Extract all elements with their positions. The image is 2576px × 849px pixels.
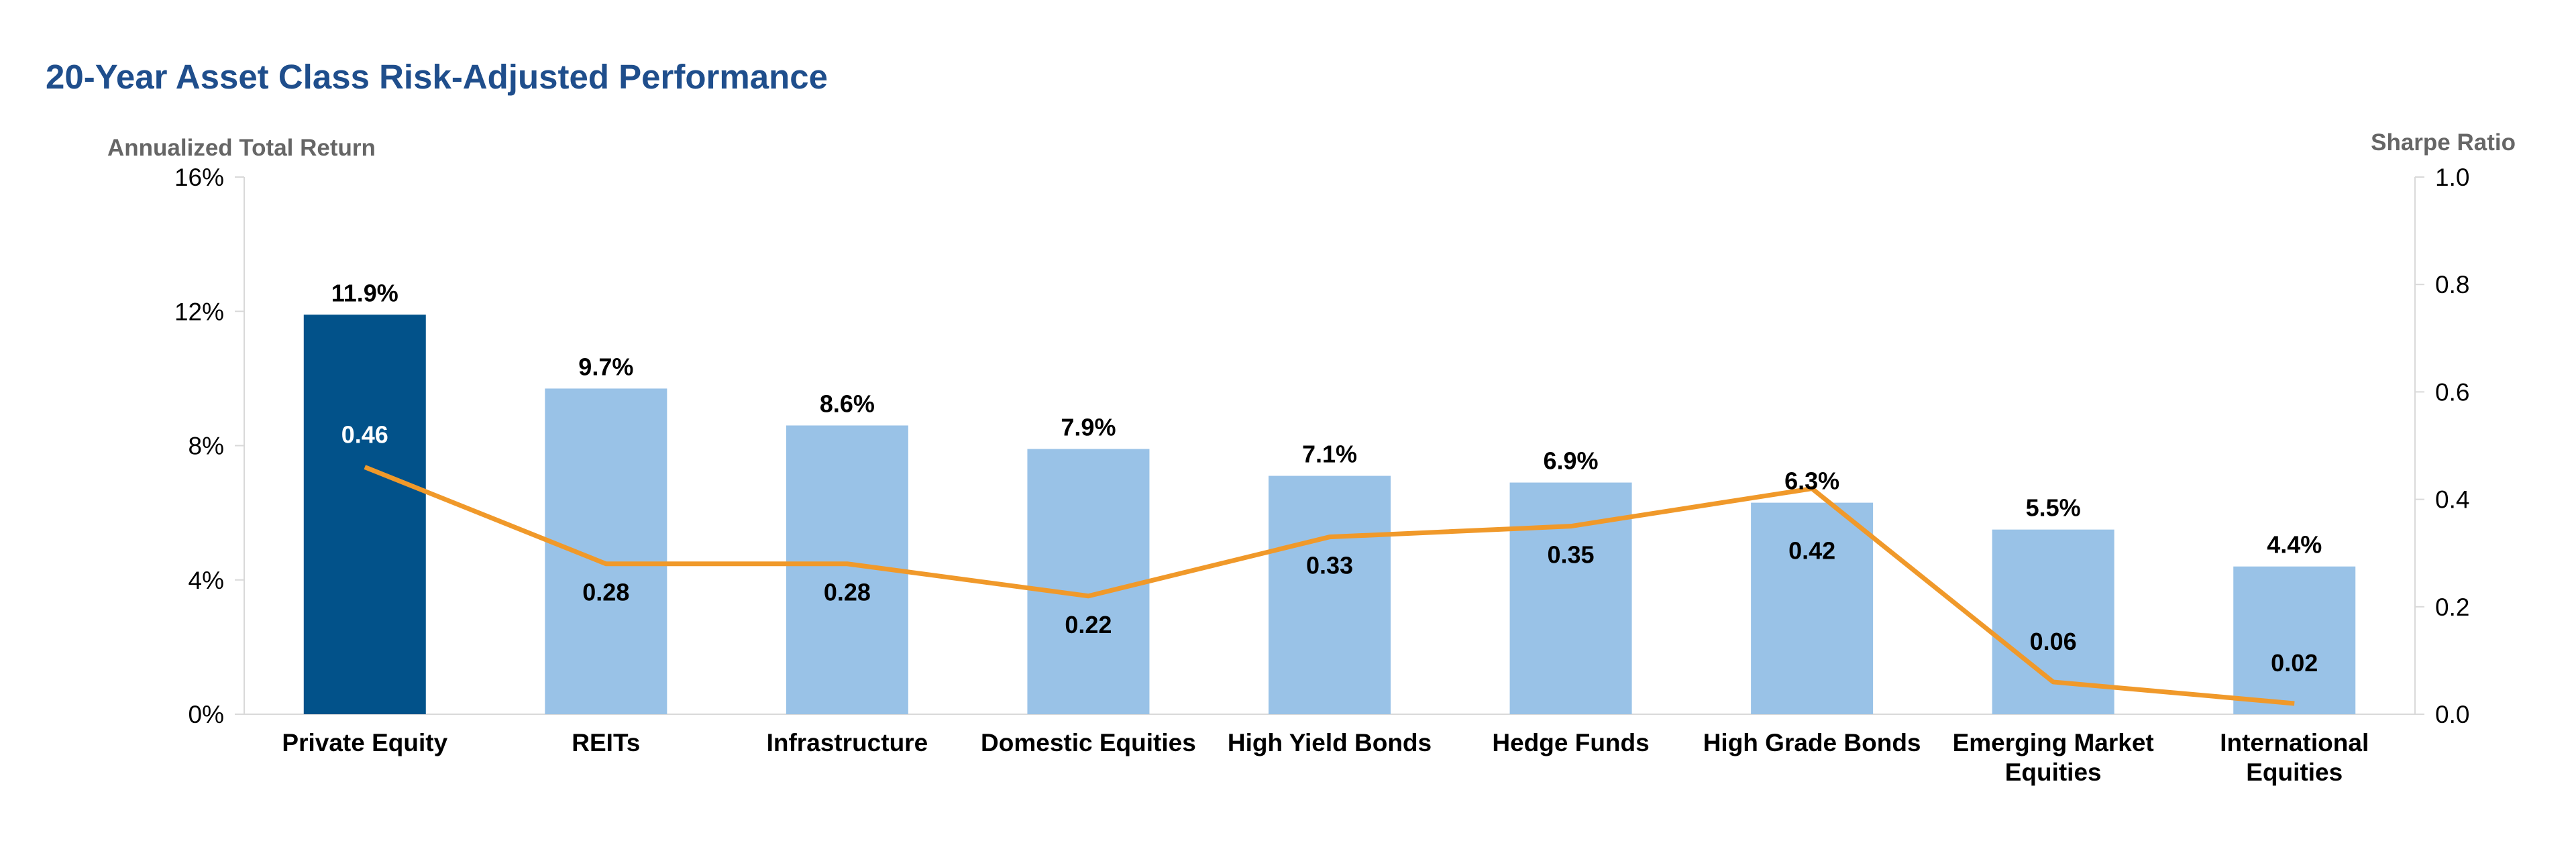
y2-tick-label: 1.0 [2435,164,2469,191]
x-tick-label: Emerging Market [1953,729,2154,756]
x-tick-label: International [2220,729,2369,756]
y2-tick-label: 0.6 [2435,378,2469,406]
sharpe-value-label: 0.33 [1306,552,1353,579]
y2-axis-title: Sharpe Ratio [2371,129,2516,156]
x-tick-label: Equities [2005,758,2102,786]
sharpe-value-label: 0.35 [1548,541,1595,569]
bars [303,315,2356,715]
bar-value-label: 6.9% [1544,447,1599,475]
sharpe-value-label: 0.02 [2271,649,2318,677]
sharpe-value-label: 0.28 [582,579,629,606]
y2-tick-label: 0.4 [2435,486,2469,514]
y-tick-label: 0% [189,701,224,728]
bar [2233,566,2356,714]
x-tick-label: Infrastructure [767,729,928,756]
sharpe-value-label: 0.42 [1788,537,1835,565]
y-axis-title: Annualized Total Return [107,135,376,161]
bar-value-label: 11.9% [331,279,398,306]
x-tick-label: Hedge Funds [1492,729,1649,756]
x-tick-label: Domestic Equities [981,729,1196,756]
x-tick-label: Equities [2246,758,2343,786]
chart-title: 20-Year Asset Class Risk-Adjusted Perfor… [46,58,828,96]
sharpe-line-path [364,465,2295,706]
bar [1027,449,1150,714]
y-tick-label: 4% [189,567,224,594]
axes: 0% 4% 8% 12% 16% 0.0 0.2 0.4 0.6 0.8 1.0 Private Eq… [174,164,2470,786]
bar-value-label: 9.7% [578,353,633,380]
data-labels: 11.9% 9.7% 8.6% 7.9% 7.1% 6.9% 6.3% 5.5% 4.4% 0.4… [331,279,2322,677]
bar-value-label: 8.6% [820,390,875,417]
sharpe-value-label: 0.28 [824,579,871,606]
bar-value-label: 7.9% [1061,414,1116,441]
sharpe-value-label: 0.06 [2030,628,2077,655]
bar [1751,502,1874,714]
sharpe-value-label: 0.46 [341,421,388,449]
y-tick-label: 16% [174,164,224,191]
x-tick-label: High Grade Bonds [1703,729,1921,756]
bar-value-label: 5.5% [2026,494,2081,522]
bar-value-label: 7.1% [1302,441,1357,468]
y-tick-label: 12% [174,298,224,325]
x-tick-label: REITs [572,729,640,756]
x-tick-label: Private Equity [282,729,447,756]
bar-value-label: 6.3% [1784,467,1839,495]
y-tick-label: 8% [189,433,224,460]
sharpe-line [364,465,2295,706]
sharpe-value-label: 0.22 [1065,611,1112,638]
x-tick-label: High Yield Bonds [1228,729,1432,756]
y2-tick-label: 0.2 [2435,593,2469,621]
y2-tick-label: 0.8 [2435,271,2469,298]
bar-value-label: 4.4% [2267,531,2322,559]
bar [303,315,426,715]
y2-tick-label: 0.0 [2435,701,2469,728]
bar [545,388,667,714]
bar [1269,475,1391,714]
